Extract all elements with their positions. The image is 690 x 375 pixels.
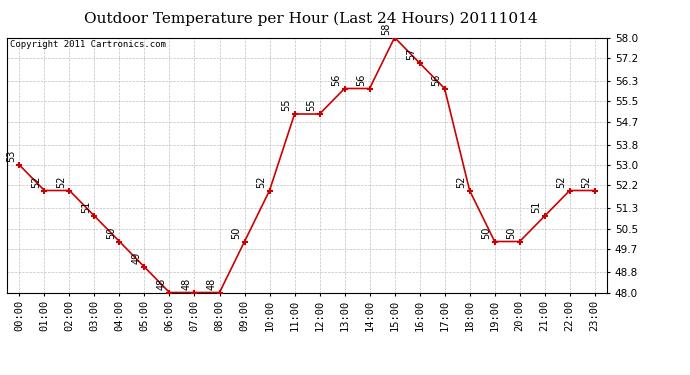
Text: 52: 52 — [56, 175, 66, 188]
Text: 58: 58 — [382, 22, 391, 35]
Text: 53: 53 — [6, 150, 16, 162]
Text: 48: 48 — [156, 278, 166, 290]
Text: 48: 48 — [181, 278, 191, 290]
Text: 56: 56 — [356, 74, 366, 86]
Text: Copyright 2011 Cartronics.com: Copyright 2011 Cartronics.com — [10, 40, 166, 49]
Text: 50: 50 — [506, 226, 516, 239]
Text: 52: 52 — [31, 175, 41, 188]
Text: 55: 55 — [282, 99, 291, 111]
Text: 49: 49 — [131, 252, 141, 264]
Text: 55: 55 — [306, 99, 316, 111]
Text: Outdoor Temperature per Hour (Last 24 Hours) 20111014: Outdoor Temperature per Hour (Last 24 Ho… — [83, 11, 538, 26]
Text: 52: 52 — [582, 175, 591, 188]
Text: 50: 50 — [231, 226, 241, 239]
Text: 56: 56 — [431, 74, 442, 86]
Text: 48: 48 — [206, 278, 216, 290]
Text: 57: 57 — [406, 48, 416, 60]
Text: 52: 52 — [456, 175, 466, 188]
Text: 56: 56 — [331, 74, 342, 86]
Text: 51: 51 — [81, 201, 91, 213]
Text: 50: 50 — [482, 226, 491, 239]
Text: 50: 50 — [106, 226, 116, 239]
Text: 52: 52 — [556, 175, 566, 188]
Text: 52: 52 — [256, 175, 266, 188]
Text: 51: 51 — [531, 201, 542, 213]
